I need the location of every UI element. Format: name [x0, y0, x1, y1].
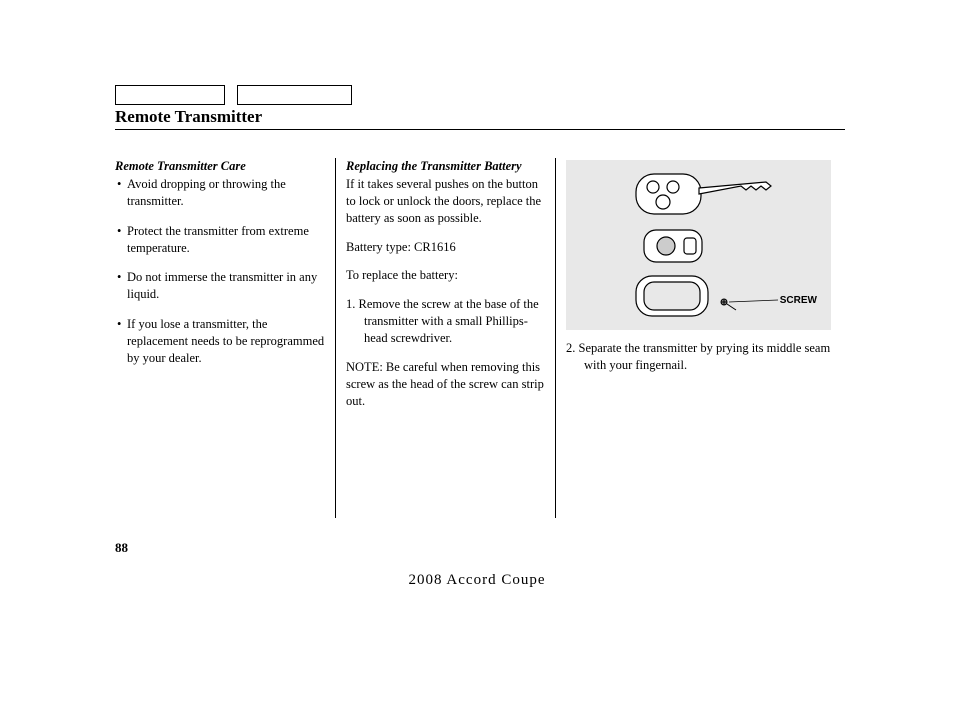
content-columns: Remote Transmitter Care Avoid dropping o… [115, 158, 845, 518]
column-battery: Replacing the Transmitter Battery If it … [335, 158, 555, 518]
tab-box-1 [115, 85, 225, 105]
column-care: Remote Transmitter Care Avoid dropping o… [115, 158, 335, 518]
manual-page: Remote Transmitter Remote Transmitter Ca… [115, 85, 845, 518]
care-bullet: Protect the transmitter from extreme tem… [115, 223, 325, 257]
care-bullet: Avoid dropping or throwing the transmitt… [115, 176, 325, 210]
footer-model: 2008 Accord Coupe [0, 572, 954, 589]
page-number: 88 [115, 540, 128, 556]
header-tab-boxes [115, 85, 845, 105]
step-2: 2. Separate the transmitter by prying it… [566, 340, 845, 374]
screw-callout-label: SCREW [780, 294, 817, 308]
battery-note: NOTE: Be careful when removing this scre… [346, 359, 545, 410]
title-row: Remote Transmitter [115, 107, 845, 130]
page-title: Remote Transmitter [115, 107, 845, 127]
care-bullet: Do not immerse the transmitter in any li… [115, 269, 325, 303]
step-1: 1. Remove the screw at the base of the t… [346, 296, 545, 347]
tab-box-2 [237, 85, 352, 105]
battery-type: Battery type: CR1616 [346, 239, 545, 256]
care-heading: Remote Transmitter Care [115, 158, 325, 175]
care-bullet: If you lose a transmitter, the replaceme… [115, 316, 325, 367]
battery-heading: Replacing the Transmitter Battery [346, 158, 545, 175]
column-figure: SCREW 2. Separate the transmitter by pry… [555, 158, 845, 518]
care-bullet-list: Avoid dropping or throwing the transmitt… [115, 176, 325, 367]
replace-label: To replace the battery: [346, 267, 545, 284]
battery-intro: If it takes several pushes on the button… [346, 176, 545, 227]
transmitter-diagram: SCREW [566, 160, 831, 330]
